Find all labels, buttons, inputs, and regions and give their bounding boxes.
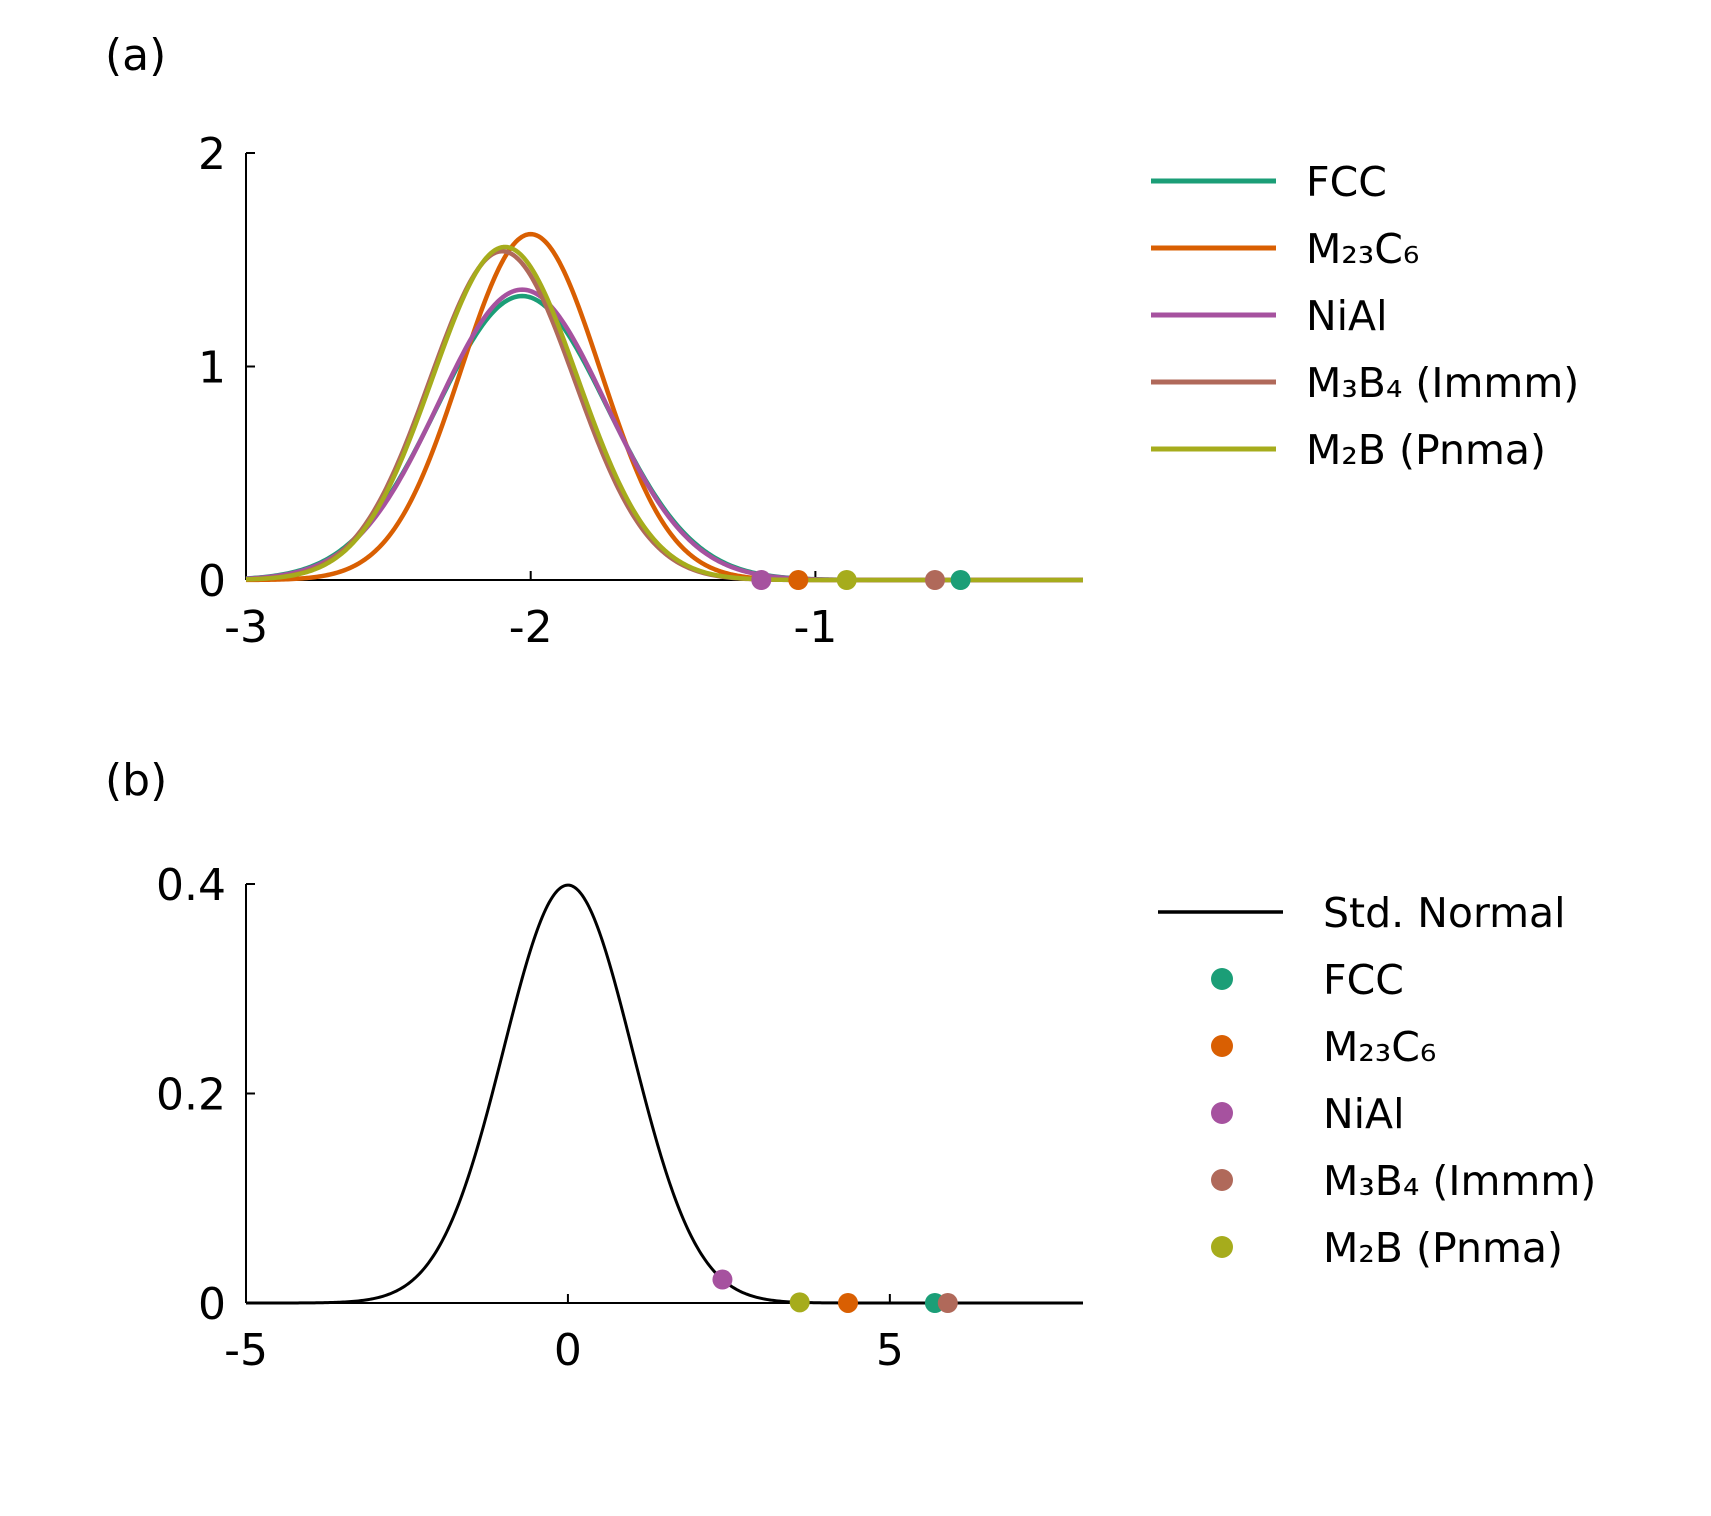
series-line-fcc — [245, 293, 1084, 583]
y-tick-label: 0.2 — [156, 1070, 226, 1121]
legend-marker-m-c — [1211, 1035, 1233, 1057]
legend-marker-fcc — [1211, 968, 1233, 990]
series-line-std-normal — [246, 883, 1083, 1305]
series-line-m-c — [245, 231, 1084, 583]
point-m-b-pnma — [836, 570, 857, 590]
legend-label-nial: NiAl — [1323, 1090, 1405, 1138]
panel-label-a: (a) — [105, 30, 166, 81]
legend-marker-nial — [1211, 1102, 1233, 1124]
legend-label-m-b-pnma: M₂B (Pnma) — [1323, 1224, 1563, 1272]
x-tick-label: -1 — [793, 602, 837, 653]
legend-label-m-b-pnma: M₂B (Pnma) — [1306, 426, 1546, 474]
legend-label-m-b-immm: M₃B₄ (Immm) — [1306, 359, 1579, 407]
point-m-c — [837, 1292, 858, 1313]
legend-label-m-b-immm: M₃B₄ (Immm) — [1323, 1157, 1596, 1205]
point-m-c — [788, 570, 809, 590]
point-fcc — [950, 570, 971, 590]
panel-label-b: (b) — [105, 755, 167, 806]
legend-a: FCC M₂₃C₆ NiAl M₃B₄ (Immm) M₂B (Pnma) — [1151, 158, 1579, 474]
legend-marker-m-b-pnma — [1211, 1236, 1233, 1258]
series-line-nial — [245, 287, 1084, 583]
point-m-b-immm — [924, 570, 945, 590]
legend-b: Std. Normal FCC M₂₃C₆ NiAl M₃B₄ (Immm) M₂B (P… — [1158, 889, 1596, 1272]
legend-label-m-c: M₂₃C₆ — [1306, 225, 1419, 273]
series-line-m-b-immm — [245, 248, 1084, 583]
legend-label-m-c: M₂₃C₆ — [1323, 1023, 1436, 1071]
legend-label-fcc: FCC — [1323, 956, 1404, 1004]
y-tick-label: 1 — [198, 343, 226, 394]
y-tick-label: 0 — [198, 1279, 226, 1330]
legend-label-fcc: FCC — [1306, 158, 1387, 206]
point-m-b-pnma — [789, 1292, 810, 1313]
point-nial — [712, 1269, 733, 1290]
legend-marker-m-b-immm — [1211, 1169, 1233, 1191]
x-tick-label: -5 — [224, 1325, 268, 1376]
y-tick-label: 0.4 — [156, 860, 226, 911]
point-m-b-immm — [937, 1293, 958, 1313]
y-tick-label: 0 — [198, 556, 226, 607]
x-tick-label: 0 — [554, 1325, 582, 1376]
chart-panel-a: -3 -2 -1 0 1 2 — [198, 129, 1084, 653]
point-nial — [751, 570, 772, 590]
x-tick-label: 5 — [876, 1325, 904, 1376]
y-tick-label: 2 — [198, 129, 226, 180]
x-tick-label: -3 — [224, 602, 268, 653]
legend-label-nial: NiAl — [1306, 292, 1388, 340]
chart-panel-b: -5 0 500.20.4 — [156, 860, 1083, 1376]
legend-label-std-normal: Std. Normal — [1323, 889, 1566, 937]
series-line-m-b-pnma — [245, 244, 1084, 583]
x-tick-label: -2 — [509, 602, 553, 653]
